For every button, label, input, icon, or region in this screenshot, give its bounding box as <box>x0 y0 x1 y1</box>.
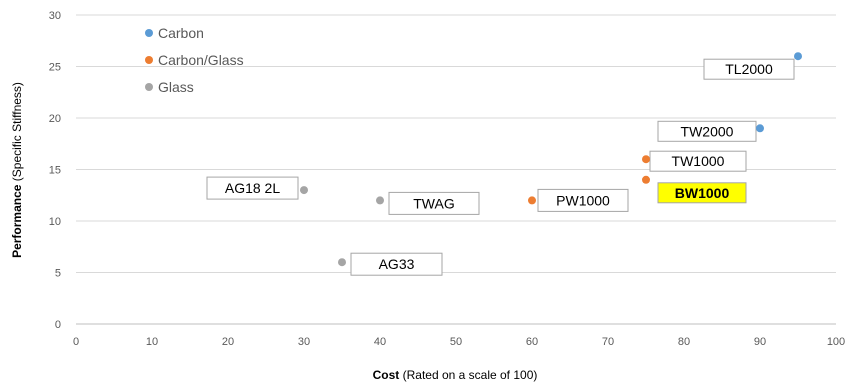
data-label: TWAG <box>413 195 454 211</box>
x-tick-label: 30 <box>298 336 310 348</box>
y-tick-label: 15 <box>49 165 61 177</box>
x-axis-title-rest: (Rated on a scale of 100) <box>399 368 537 382</box>
data-label: PW1000 <box>556 192 610 208</box>
data-label: TW2000 <box>681 123 734 139</box>
data-label: BW1000 <box>675 185 730 201</box>
data-point <box>642 155 650 164</box>
legend-marker <box>145 29 153 37</box>
data-label-box <box>206 176 299 200</box>
data-label-box <box>649 150 747 172</box>
data-points <box>300 52 802 267</box>
data-point <box>528 196 536 205</box>
data-label: TL2000 <box>725 61 773 77</box>
x-tick-label: 10 <box>146 336 158 348</box>
data-point <box>338 258 346 267</box>
data-point <box>642 175 650 184</box>
x-tick-label: 60 <box>526 336 538 348</box>
legend-entry: Carbon <box>158 25 204 41</box>
x-tick-label: 0 <box>73 336 79 348</box>
x-axis-ticks: 0 10 20 30 40 50 60 70 80 90 100 <box>73 336 845 348</box>
y-tick-label: 20 <box>49 113 61 125</box>
legend-entry: Glass <box>158 79 194 95</box>
x-axis-title-bold: Cost <box>373 368 400 382</box>
data-label-box <box>537 188 629 212</box>
y-tick-label: 30 <box>49 10 61 22</box>
legend-marker <box>145 56 153 64</box>
data-point <box>376 196 384 205</box>
y-axis-title-bold: Performance <box>10 184 24 258</box>
gridlines <box>76 14 836 325</box>
legend: Carbon Carbon/Glass Glass <box>145 25 244 95</box>
y-axis-ticks: 0 5 10 15 20 25 30 <box>49 10 61 331</box>
y-tick-label: 10 <box>49 216 61 228</box>
y-axis-title: Performance (Specific Stiffness) <box>10 82 24 258</box>
data-point <box>300 186 308 195</box>
data-label: TW1000 <box>672 153 725 169</box>
x-tick-label: 50 <box>450 336 462 348</box>
legend-entry: Carbon/Glass <box>158 52 244 68</box>
data-label-box <box>657 120 757 142</box>
data-point <box>756 124 764 133</box>
x-tick-label: 100 <box>827 336 845 348</box>
data-labels: TW2000 TL2000 PW1000 TW1000 BW1000 AG18 2L AG3… <box>206 58 795 276</box>
data-label: AG33 <box>379 256 415 272</box>
x-tick-label: 90 <box>754 336 766 348</box>
data-point <box>794 52 802 61</box>
x-tick-label: 40 <box>374 336 386 348</box>
y-tick-label: 0 <box>55 319 61 331</box>
data-label-box <box>657 182 747 204</box>
data-label: AG18 2L <box>225 180 280 196</box>
legend-marker <box>145 83 153 91</box>
x-tick-label: 20 <box>222 336 234 348</box>
data-label-box <box>388 191 480 215</box>
x-axis-title: Cost (Rated on a scale of 100) <box>373 368 538 382</box>
x-tick-label: 70 <box>602 336 614 348</box>
data-label-box <box>350 252 443 276</box>
y-tick-label: 25 <box>49 62 61 74</box>
y-tick-label: 5 <box>55 268 61 280</box>
x-tick-label: 80 <box>678 336 690 348</box>
data-label-box <box>703 58 795 80</box>
y-axis-title-rest: (Specific Stiffness) <box>10 82 24 184</box>
